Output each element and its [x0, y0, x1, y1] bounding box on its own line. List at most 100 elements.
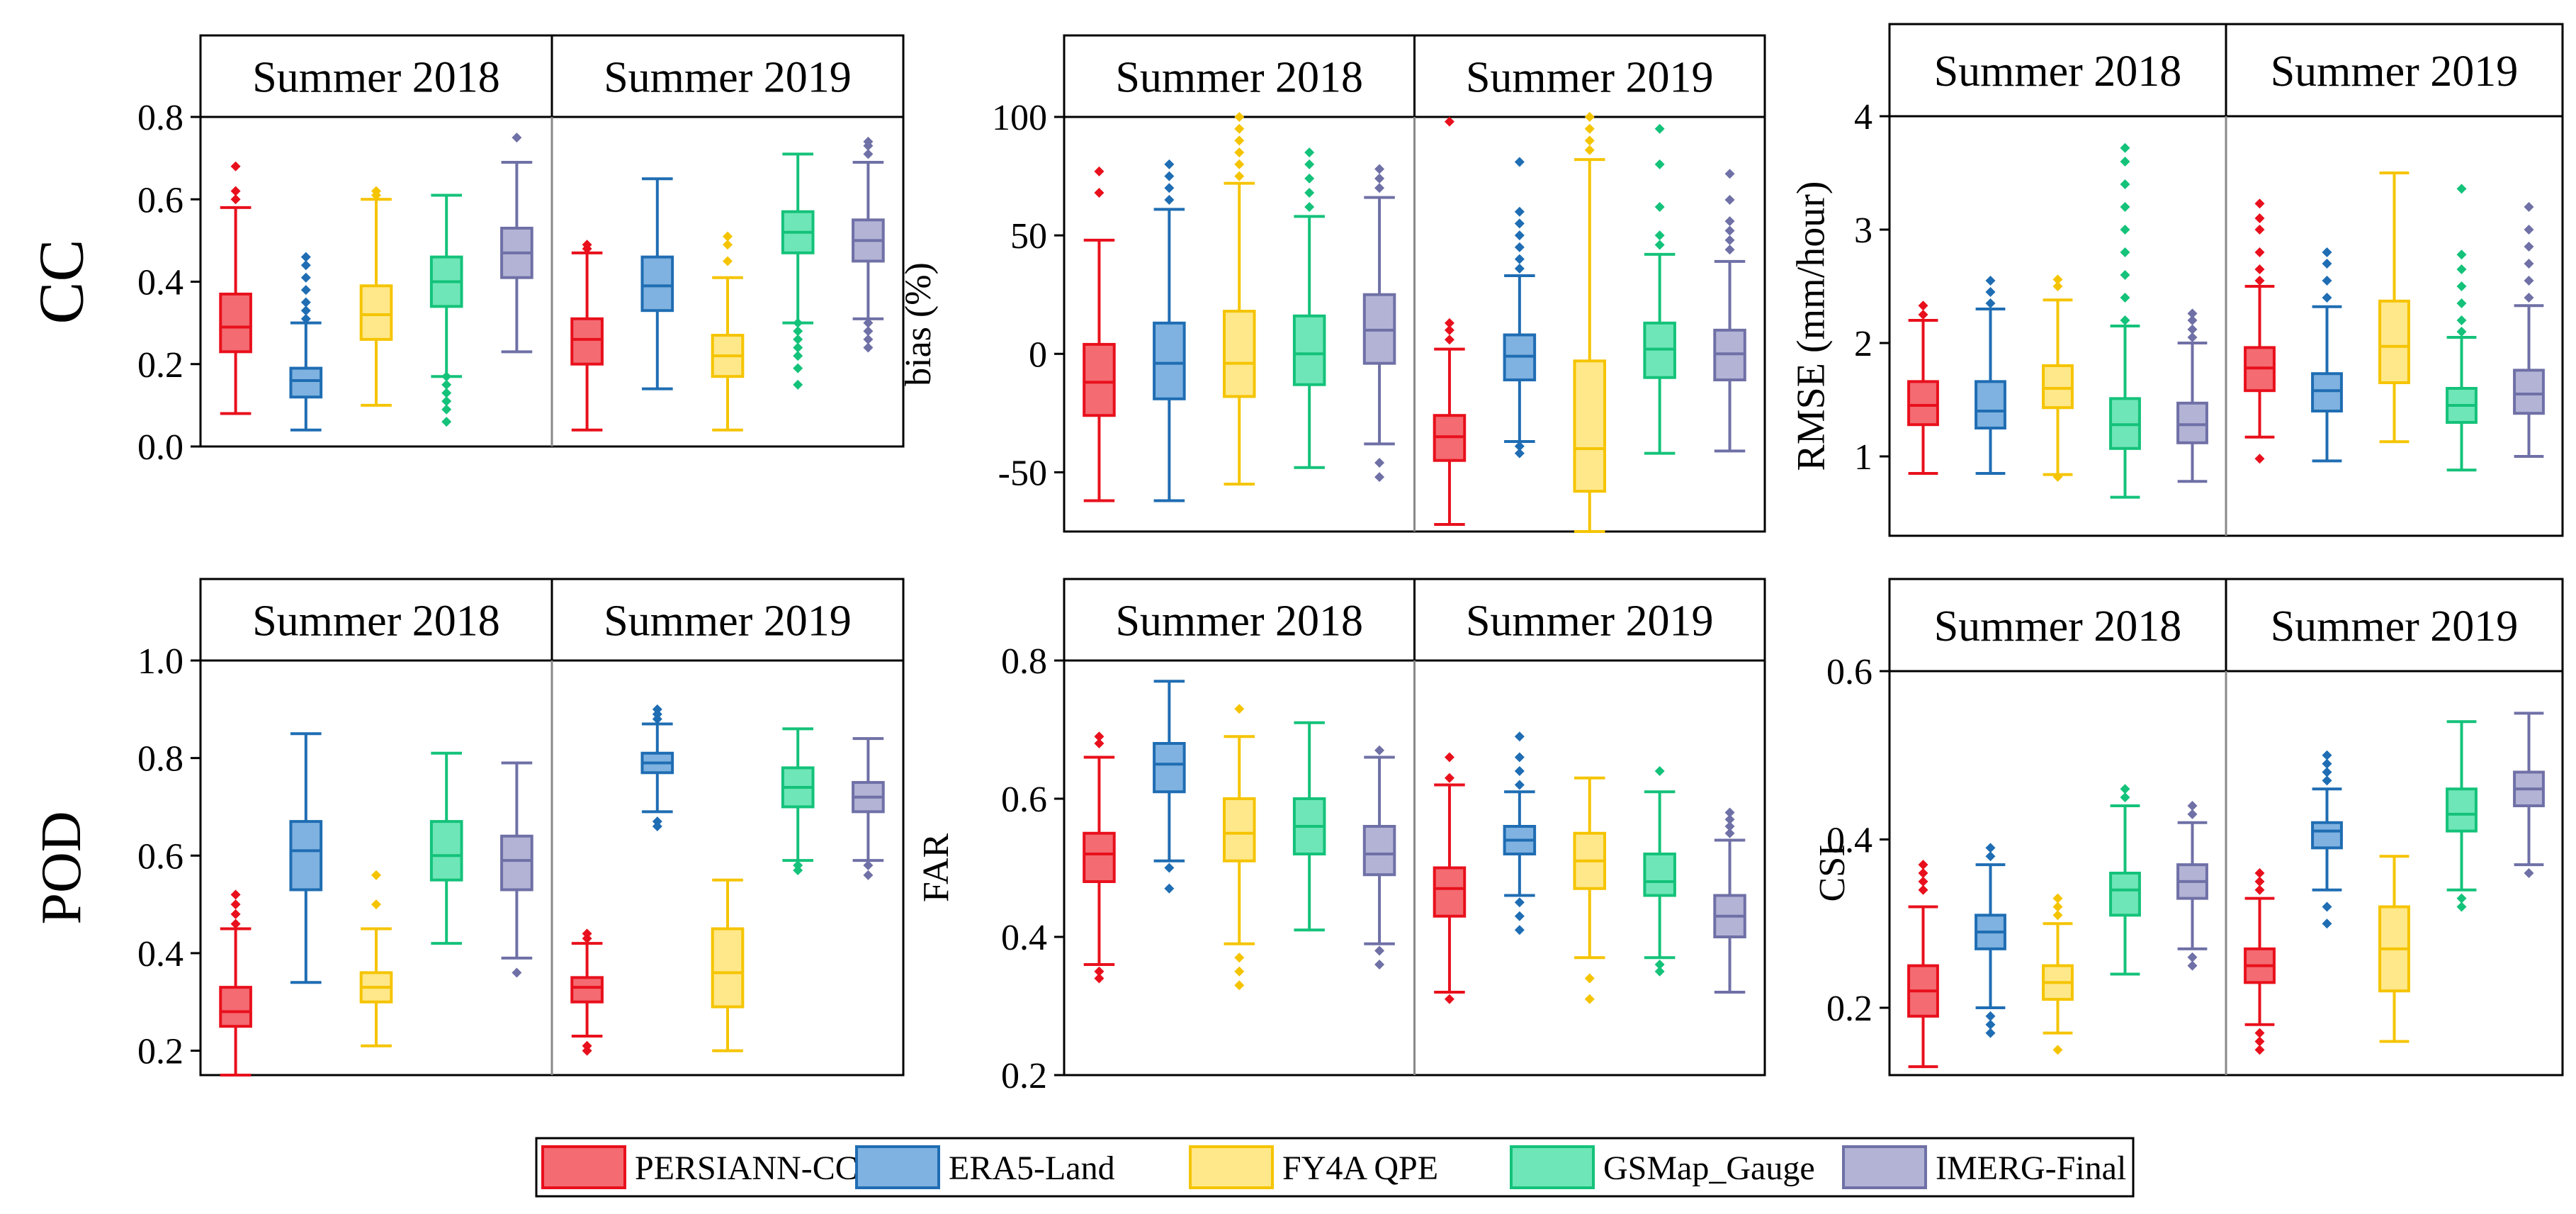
box-fy4a-qpe [1222, 112, 1256, 486]
outlier-point [1514, 206, 1525, 217]
outlier-point [1514, 897, 1525, 908]
outlier-point [1918, 868, 1928, 878]
outlier-point [2052, 893, 2063, 904]
outlier-point [863, 860, 874, 871]
box-era5-land [1975, 276, 2006, 475]
outlier-point [1234, 171, 1245, 181]
outlier-point [582, 928, 592, 939]
outlier-point [1724, 245, 1735, 255]
outlier-point [1724, 216, 1735, 227]
y-tick-label: 0.6 [137, 180, 183, 220]
outlier-point [300, 272, 311, 283]
panel-title-2: Summer 2019 [1466, 597, 1714, 646]
outlier-point [1654, 230, 1665, 241]
outlier-point [2456, 281, 2467, 291]
outlier-point [2322, 901, 2332, 912]
outlier-point [2322, 918, 2332, 929]
outlier-point [1724, 169, 1735, 179]
outlier-point [2254, 868, 2265, 878]
y-tick-label: 2 [1854, 324, 1872, 364]
box-body [289, 820, 323, 892]
charts-layer: Summer 2018 Summer 20190.00.20.40.60.8CCS… [27, 23, 2564, 1096]
outlier-point [2456, 315, 2467, 325]
box-body [289, 366, 323, 399]
box-body [1222, 310, 1256, 398]
outlier-point [2524, 259, 2534, 269]
box-imerg-final [852, 136, 885, 353]
box-persiann-ccs [2244, 198, 2276, 464]
outlier-point [300, 260, 311, 271]
box-gsmap-gauge [2109, 142, 2141, 499]
outlier-point [2187, 324, 2198, 335]
box-fy4a-qpe [2378, 172, 2410, 444]
panel-title-2: Summer 2019 [2271, 47, 2519, 96]
outlier-point [1374, 173, 1385, 184]
outlier-point [2322, 767, 2332, 777]
outlier-point [2120, 225, 2130, 235]
outlier-point [1724, 821, 1735, 831]
outlier-point [1724, 807, 1735, 818]
legend-label: PERSIANN-CCS [635, 1150, 876, 1187]
box-imerg-final [500, 133, 533, 354]
outlier-point [1918, 876, 1928, 887]
outlier-point [2524, 202, 2534, 212]
outlier-point [1724, 225, 1735, 236]
outlier-point [1514, 157, 1525, 167]
outlier-point [863, 342, 874, 353]
outlier-point [1164, 183, 1175, 193]
outlier-point [1234, 704, 1245, 714]
outlier-point [2254, 213, 2265, 223]
panel-title-1: Summer 2018 [252, 597, 500, 646]
y-tick-label: 0.6 [1826, 652, 1872, 692]
box-era5-land [1503, 157, 1537, 459]
box-gsmap-gauge [781, 727, 815, 875]
outlier-point [230, 161, 241, 172]
outlier-point [300, 285, 311, 296]
outlier-point [2254, 884, 2265, 895]
outlier-point [2254, 276, 2265, 286]
outlier-point [1094, 187, 1105, 198]
outlier-point [2120, 202, 2130, 212]
box-gsmap-gauge [2446, 720, 2478, 912]
legend-label: FY4A QPE [1282, 1150, 1438, 1187]
box-body [1907, 380, 1939, 427]
y-tick-label: 100 [992, 98, 1047, 138]
outlier-point [863, 317, 874, 328]
outlier-point [2187, 315, 2198, 325]
subplot-csi: Summer 2018 Summer 2019 0.2 0.4 0.6 CSI [1812, 578, 2564, 1077]
y-axis-title: CC [27, 239, 97, 324]
box-era5-land [1153, 680, 1186, 894]
outlier-point [1985, 1019, 1996, 1030]
box-persiann-ccs [219, 161, 252, 415]
box-body [570, 976, 604, 1004]
box-fy4a-qpe [711, 231, 745, 432]
box-era5-land [2311, 247, 2343, 463]
box-era5-land [1153, 159, 1186, 502]
y-tick-label: 0.2 [137, 1032, 183, 1072]
outlier-point [1654, 240, 1665, 250]
outlier-point [793, 342, 803, 353]
outlier-point [2187, 308, 2198, 319]
outlier-point [2456, 249, 2467, 260]
outlier-point [1234, 966, 1245, 977]
outlier-point [441, 379, 452, 390]
box-gsmap-gauge [1292, 147, 1326, 469]
outlier-point [2052, 471, 2063, 482]
outlier-point [1234, 112, 1245, 122]
outlier-point [441, 417, 452, 427]
box-body [2446, 787, 2478, 833]
outlier-point [230, 186, 241, 196]
outlier-point [1654, 966, 1665, 977]
outlier-point [1094, 731, 1105, 742]
outlier-point [1654, 766, 1665, 776]
box-body [359, 284, 393, 341]
box-era5-land [289, 252, 323, 432]
outlier-point [1514, 263, 1525, 274]
outlier-point [1094, 166, 1105, 176]
y-tick-label: 0 [1029, 335, 1047, 375]
y-tick-label: 0.4 [137, 934, 183, 974]
outlier-point [1985, 276, 1996, 286]
outlier-point [2187, 952, 2198, 962]
outlier-point [1304, 159, 1315, 169]
outlier-point [793, 326, 803, 337]
